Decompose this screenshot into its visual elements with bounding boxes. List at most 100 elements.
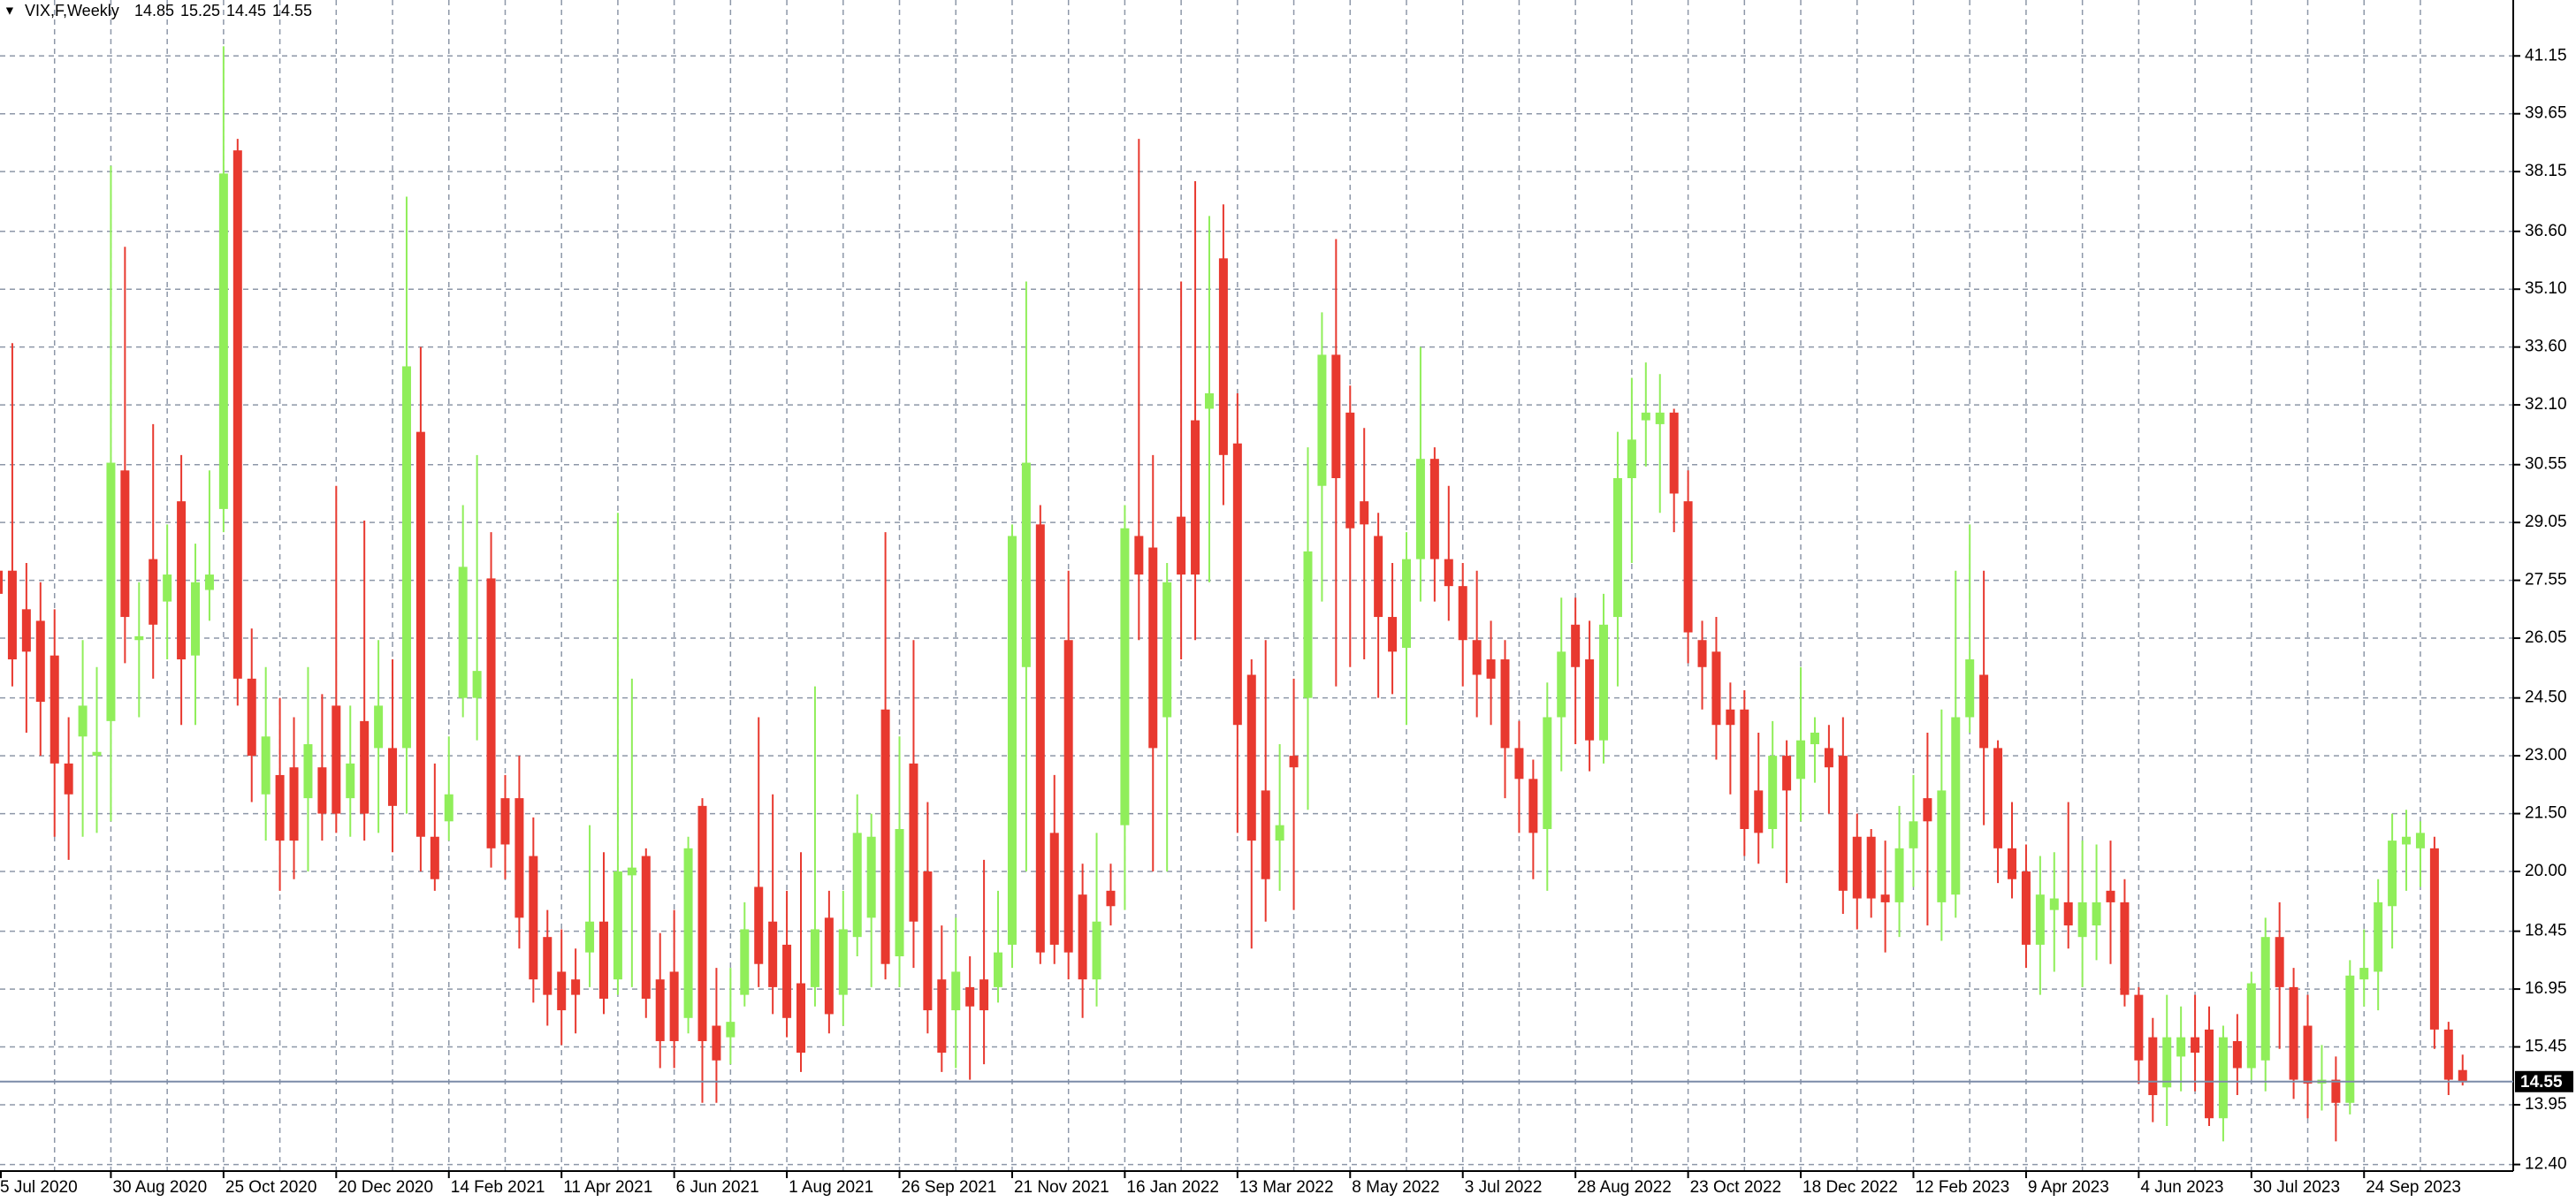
y-tick-label: 16.95 <box>2525 979 2567 998</box>
candle-body <box>275 774 285 841</box>
x-tick-label: 24 Sep 2023 <box>2366 1178 2461 1197</box>
y-tick-label: 32.10 <box>2525 395 2567 414</box>
x-tick-label: 16 Jan 2022 <box>1126 1178 1219 1197</box>
candles <box>0 46 2467 1142</box>
candle-body <box>247 678 256 757</box>
candle-body <box>401 366 411 749</box>
y-tick-label: 35.10 <box>2525 279 2567 298</box>
candle-body <box>2359 968 2369 980</box>
candle-body <box>1063 640 1073 953</box>
y-tick-label: 13.95 <box>2525 1095 2567 1114</box>
x-tick-label: 21 Nov 2021 <box>1014 1178 1109 1197</box>
candle-body <box>1909 821 1918 848</box>
candle-body <box>261 736 271 795</box>
candle-body <box>2077 902 2087 938</box>
candle-body <box>1035 524 1045 953</box>
header-open: 14.85 <box>134 2 174 19</box>
candle-body <box>2021 871 2031 945</box>
candle-body <box>64 763 73 795</box>
candle-body <box>106 462 116 721</box>
y-tick-label: 15.45 <box>2525 1038 2567 1056</box>
candle-body <box>2275 937 2284 987</box>
candle-body <box>824 917 834 1015</box>
candle-body <box>1021 462 1031 667</box>
candle-body <box>1585 659 1595 741</box>
candle-body <box>2443 1029 2453 1080</box>
candle-body <box>796 983 806 1054</box>
y-tick-label: 33.60 <box>2525 338 2567 356</box>
candle-body <box>1683 501 1693 633</box>
candle-body <box>1711 651 1721 726</box>
candle-body <box>2246 983 2256 1069</box>
x-tick-label: 18 Dec 2022 <box>1802 1178 1898 1197</box>
candle-body <box>1951 717 1961 895</box>
candle-body <box>1232 443 1242 726</box>
y-tick-label: 41.15 <box>2525 46 2567 65</box>
candle-body <box>332 705 341 814</box>
y-tick-label: 12.40 <box>2525 1155 2567 1174</box>
candle-body <box>2345 975 2355 1103</box>
candle-body <box>754 886 764 964</box>
header-low: 14.45 <box>226 2 266 19</box>
candle-body <box>2415 833 2425 848</box>
candle-body <box>782 944 792 1018</box>
candle-body <box>726 1022 735 1038</box>
candle-body <box>374 705 384 749</box>
candle-body <box>177 501 187 660</box>
candle-body <box>979 979 989 1011</box>
candle-body <box>1669 412 1679 494</box>
candle-body <box>1852 836 1862 899</box>
candle-body <box>543 937 553 995</box>
x-tick-label: 3 Jul 2022 <box>1465 1178 1543 1197</box>
candle-body <box>1218 258 1228 455</box>
menu-triangle[interactable]: ▼ <box>4 4 16 18</box>
candle-body <box>1275 825 1284 841</box>
candle-body <box>1458 586 1467 641</box>
x-tick-label: 13 Mar 2022 <box>1239 1178 1334 1197</box>
candle-body <box>1514 748 1524 780</box>
candle-body <box>415 431 425 837</box>
candle-body <box>1824 748 1833 768</box>
candle-body <box>1374 536 1383 618</box>
candle-body <box>21 609 31 652</box>
candle-body <box>1894 848 1904 902</box>
candle-body <box>627 867 636 876</box>
candle-body <box>444 794 453 822</box>
candle-body <box>1726 709 1735 726</box>
candle-body <box>2049 898 2059 910</box>
candle-body <box>388 748 398 806</box>
candle-body <box>838 929 848 995</box>
candle-body <box>360 720 370 814</box>
y-tick-label: 36.60 <box>2525 222 2567 240</box>
candle-body <box>697 805 707 1041</box>
candle-body <box>951 971 961 1011</box>
candle-body <box>571 979 581 995</box>
x-tick-label: 12 Feb 2023 <box>1915 1178 2009 1197</box>
candle-body <box>1979 674 1989 749</box>
candle-body <box>2458 1069 2467 1082</box>
candle-body <box>1078 894 1087 980</box>
candle-body <box>1388 617 1398 652</box>
candle-body <box>232 150 242 679</box>
candle-body <box>204 574 214 590</box>
candle-body <box>2134 994 2144 1061</box>
x-tick-label: 11 Apr 2021 <box>563 1178 652 1197</box>
candle-body <box>2303 1025 2313 1084</box>
candle-body <box>1345 412 1355 529</box>
candle-body <box>472 671 482 698</box>
candle-body <box>134 635 144 641</box>
x-tick-label: 26 Sep 2021 <box>902 1178 997 1197</box>
candle-body <box>1317 354 1327 486</box>
candle-body <box>1557 651 1566 718</box>
candle-body <box>1331 354 1341 478</box>
candle-body <box>1500 659 1510 749</box>
candle-body <box>1627 439 1636 478</box>
candle-body <box>655 979 665 1041</box>
candle-body <box>810 929 819 987</box>
x-tick-label: 14 Feb 2021 <box>451 1178 545 1197</box>
candle-body <box>909 763 918 922</box>
x-tick-label: 25 Oct 2020 <box>225 1178 317 1197</box>
y-tick-label: 26.05 <box>2525 628 2567 647</box>
